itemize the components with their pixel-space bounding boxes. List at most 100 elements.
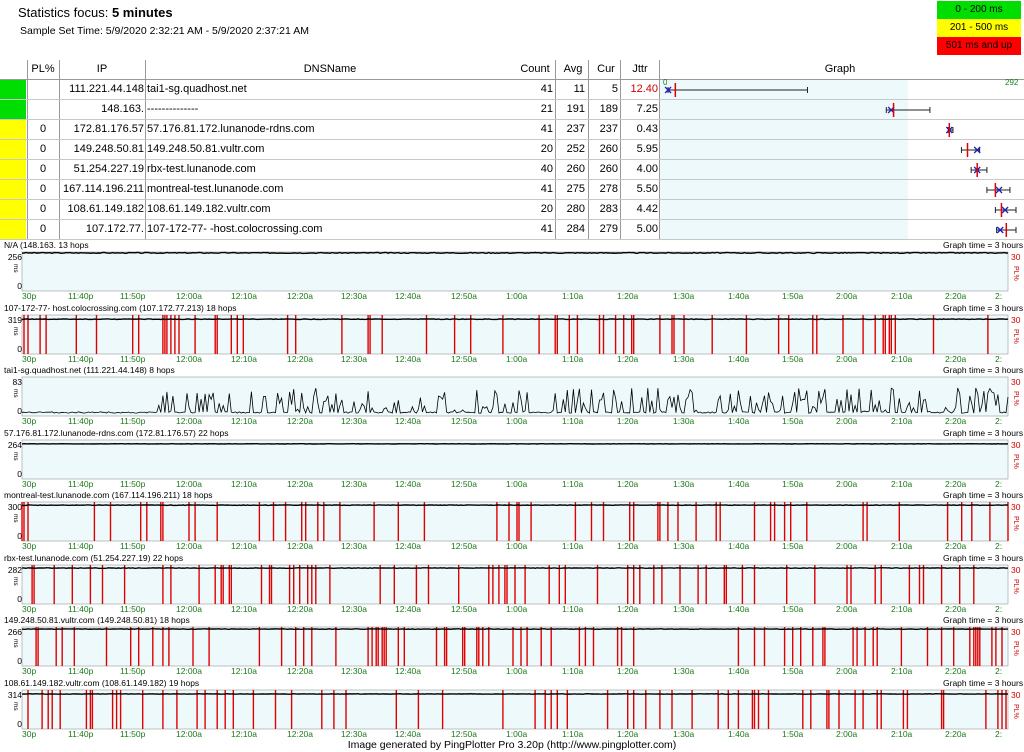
- graph-time-label: Graph time = 3 hours: [943, 427, 1024, 438]
- hop-row[interactable]: 0 108.61.149.182 108.61.149.182.vultr.com 2…: [0, 200, 1024, 220]
- latency-line: [21, 387, 1009, 415]
- cell-count: 41: [540, 83, 553, 95]
- cell-pl: 0: [39, 223, 47, 235]
- y-axis-zero: 0: [17, 406, 22, 416]
- cell-ip: 149.248.50.81: [73, 143, 144, 155]
- hop-row[interactable]: 148.163. -------------- 21 191 189 7.25: [0, 100, 1024, 120]
- x-tick-label: 2:00a: [836, 353, 858, 364]
- cell-ip: 172.81.176.57: [73, 123, 144, 135]
- x-tick-label: 12:30a: [341, 478, 367, 489]
- x-tick-label: 1:00a: [506, 728, 528, 739]
- x-tick-label: 12:10a: [231, 666, 257, 676]
- y-axis-zero: 0: [17, 656, 22, 666]
- pl-axis-max: 30: [1011, 439, 1021, 450]
- cell-count: 20: [540, 143, 553, 155]
- x-tick-label: 12:40a: [395, 541, 421, 551]
- time-graphs: N/A (148.163. 13 hops Graph time = 3 hour…: [0, 240, 1024, 740]
- x-tick-label: 1:10a: [562, 291, 584, 301]
- x-tick-label: 1:40a: [728, 666, 750, 676]
- x-tick-label: 1:00a: [506, 416, 528, 426]
- cell-jitter: 0.43: [636, 123, 658, 135]
- latency-range-marker: [664, 83, 808, 97]
- y-axis-max: 256: [7, 252, 22, 262]
- x-tick-label: 30p: [22, 291, 37, 301]
- cell-ip: 108.61.149.182: [67, 203, 144, 215]
- x-tick-label: 12:30a: [341, 416, 367, 426]
- x-tick-label: 1:20a: [617, 541, 639, 551]
- column-header-graph: Graph: [824, 63, 856, 75]
- pl-color-indicator: [0, 140, 26, 159]
- latency-line: [21, 251, 1009, 255]
- x-tick-label: 12:40a: [395, 728, 421, 739]
- x-tick-label: 1:00a: [506, 353, 528, 364]
- cell-avg: 237: [566, 123, 585, 135]
- x-tick-label: 2:00a: [836, 478, 858, 489]
- cell-count: 21: [540, 103, 553, 115]
- x-tick-label: 30p: [22, 541, 37, 551]
- graph-time-label: Graph time = 3 hours: [943, 677, 1024, 688]
- sample-value: 5/9/2020 2:32:21 AM - 5/9/2020 2:37:21 A…: [105, 25, 309, 37]
- hop-row[interactable]: 0 167.114.196.211 montreal-test.lunanode.c…: [0, 180, 1024, 200]
- x-tick-label: 30p: [22, 416, 37, 426]
- x-tick-label: 12:50a: [451, 541, 477, 551]
- hop-row[interactable]: 0 172.81.176.57 57.176.81.172.lunanode-rdn…: [0, 120, 1024, 140]
- graph-axis-min: 0: [663, 78, 668, 87]
- pl-axis-label: PL%: [1012, 641, 1019, 656]
- hop-row[interactable]: 0 149.248.50.81 149.248.50.81.vultr.com 20 2…: [0, 140, 1024, 160]
- latency-line: [21, 566, 1009, 569]
- latency-line: [22, 504, 1009, 507]
- graph-axis-max: 292: [1005, 78, 1019, 87]
- pl-color-indicator: [0, 80, 26, 99]
- cell-avg: 275: [566, 183, 585, 195]
- x-tick-label: 1:00a: [506, 291, 528, 301]
- x-tick-label: 12:10a: [231, 416, 257, 426]
- x-tick-label: 11:40p: [68, 353, 94, 364]
- current-marker: [996, 226, 1004, 234]
- x-tick-label: 12:30a: [341, 728, 367, 739]
- x-tick-label: 1:30a: [673, 603, 695, 614]
- x-tick-label: 12:50a: [451, 603, 477, 614]
- y-axis-zero: 0: [17, 343, 22, 354]
- current-marker: [973, 146, 981, 154]
- pl-axis-label: PL%: [1012, 266, 1019, 281]
- cell-avg: 191: [566, 103, 585, 115]
- hop-row[interactable]: 0 51.254.227.19 rbx-test.lunanode.com 40 260…: [0, 160, 1024, 180]
- cell-cur: 283: [599, 203, 618, 215]
- cell-jitter: 7.25: [636, 103, 658, 115]
- x-tick-label: 2:00a: [836, 416, 858, 426]
- latency-line: [21, 692, 1009, 695]
- hop-row[interactable]: 111.221.44.148 tai1-sg.quadhost.net 41 11 5 1…: [0, 80, 1024, 100]
- x-tick-label: 1:10a: [562, 603, 584, 614]
- graph-time-label: Graph time = 3 hours: [943, 302, 1024, 313]
- time-graph: montreal-test.lunanode.com (167.114.196.…: [0, 490, 1024, 552]
- table-header: PL% IP DNSName Count Avg Cur Jttr Graph: [0, 60, 1024, 80]
- legend-item-1: 201 - 500 ms: [937, 19, 1021, 37]
- y-axis-zero: 0: [17, 718, 22, 729]
- focus-value: 5 minutes: [111, 5, 173, 20]
- x-tick-label: 12:20a: [287, 353, 313, 364]
- column-header-jitter: Jttr: [632, 63, 648, 75]
- y-axis-zero: 0: [17, 593, 22, 604]
- x-tick-label: 12:00a: [176, 416, 202, 426]
- current-marker: [995, 186, 1003, 194]
- graph-plot: [21, 626, 1009, 667]
- x-tick-label: 1:40a: [728, 416, 750, 426]
- hop-row[interactable]: 0 107.172.77. 107-172-77- -host.colocrossi…: [0, 220, 1024, 240]
- x-tick-label: 2:20a: [945, 478, 967, 489]
- x-tick-label: 2:10a: [891, 728, 913, 739]
- x-tick-label: 12:40a: [395, 353, 421, 364]
- x-tick-label: 12:20a: [287, 541, 313, 551]
- plot-area: [21, 689, 1009, 729]
- x-tick-label: 2:20a: [945, 353, 967, 364]
- x-tick-label: 12:10a: [231, 291, 257, 301]
- x-tick-label: 2:00a: [836, 603, 858, 614]
- cell-cur: 189: [599, 103, 618, 115]
- cell-cur: 260: [599, 163, 618, 175]
- x-tick-label: 1:30a: [673, 416, 695, 426]
- x-tick-label: 2:: [995, 541, 1003, 551]
- x-tick-label: 12:00a: [176, 541, 202, 551]
- x-tick-label: 11:50p: [120, 603, 146, 614]
- x-tick-label: 12:40a: [395, 666, 421, 676]
- x-tick-label: 1:20a: [617, 666, 639, 676]
- column-header-dns: DNSName: [303, 63, 357, 75]
